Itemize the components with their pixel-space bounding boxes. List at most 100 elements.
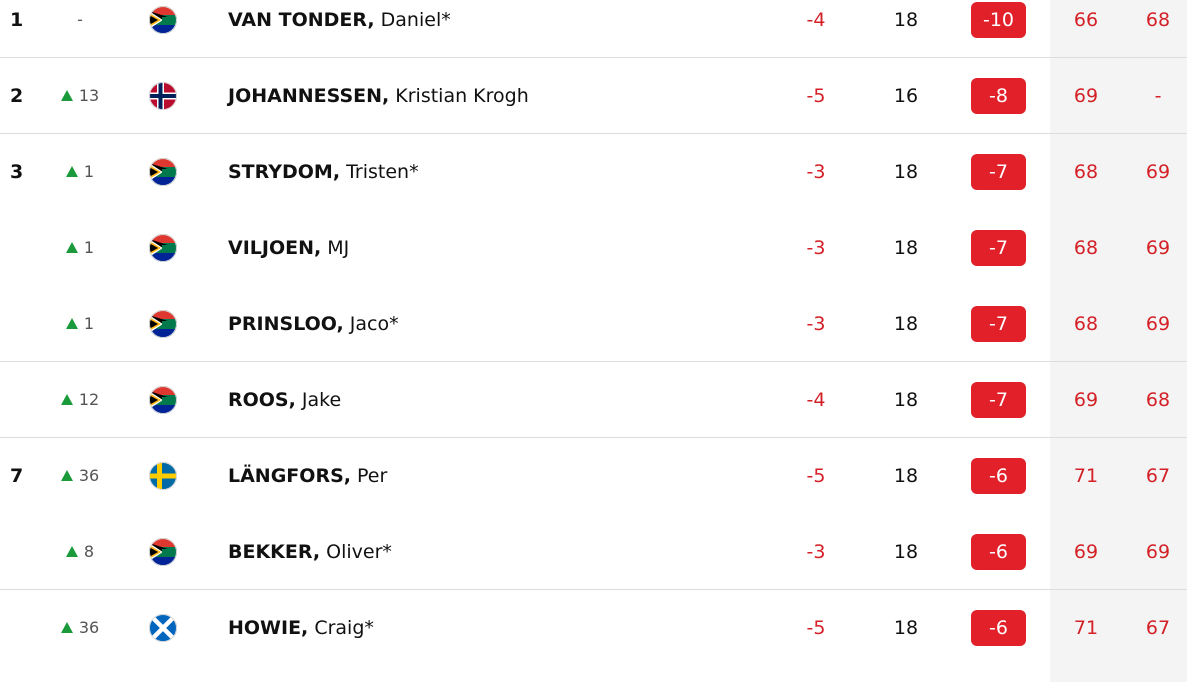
round-1: 68: [1073, 161, 1099, 183]
player-row: 12 ROOS, Jake -4 18 -7 69 68: [0, 362, 1187, 438]
position: 1: [10, 9, 24, 31]
today-score: -4: [806, 389, 826, 411]
last-name[interactable]: JOHANNESSEN,: [228, 85, 390, 107]
movement: 8: [40, 514, 120, 590]
round-1: 68: [1073, 237, 1099, 259]
holes-thru: 18: [893, 237, 919, 259]
total-score: -7: [971, 382, 1026, 418]
flag: [149, 234, 177, 262]
last-name[interactable]: LÄNGFORS,: [228, 465, 351, 487]
flag-icon: [149, 386, 177, 414]
today-score: -3: [806, 237, 826, 259]
flag-icon: [149, 82, 177, 110]
first-name[interactable]: Daniel*: [380, 9, 451, 31]
flag-icon: [149, 158, 177, 186]
total-score: -7: [971, 230, 1026, 266]
today-score: -3: [806, 161, 826, 183]
flag-icon: [149, 234, 177, 262]
player-name[interactable]: LÄNGFORS, Per: [228, 438, 387, 514]
position: 2: [10, 85, 24, 107]
last-name[interactable]: BEKKER,: [228, 541, 321, 563]
up-arrow: [60, 470, 73, 481]
first-name[interactable]: Craig*: [314, 617, 374, 639]
round-2: 68: [1145, 9, 1171, 31]
first-name[interactable]: Per: [357, 465, 388, 487]
last-name[interactable]: ROOS,: [228, 389, 296, 411]
first-name[interactable]: Jaco*: [349, 313, 399, 335]
movement: 13: [40, 58, 120, 134]
round-1: 66: [1073, 9, 1099, 31]
total-score: -10: [971, 2, 1026, 38]
flag-icon: [149, 462, 177, 490]
round-2: 69: [1145, 313, 1171, 335]
movement-value: 36: [78, 466, 100, 485]
position: 3: [10, 161, 24, 183]
movement-value: 1: [83, 238, 95, 257]
player-row: 1 PRINSLOO, Jaco* -3 18 -7 68 69: [0, 286, 1187, 362]
player-row: 8 BEKKER, Oliver* -3 18 -6 69 69: [0, 514, 1187, 590]
player-name[interactable]: PRINSLOO, Jaco*: [228, 286, 399, 362]
flag: [149, 82, 177, 110]
player-name[interactable]: VILJOEN, MJ: [228, 210, 349, 286]
holes-thru: 18: [893, 465, 919, 487]
round-2: 69: [1145, 161, 1171, 183]
first-name[interactable]: Tristen*: [346, 161, 419, 183]
flag-icon: [149, 614, 177, 642]
last-name[interactable]: VILJOEN,: [228, 237, 322, 259]
total-score: -6: [971, 534, 1026, 570]
first-name[interactable]: Jake: [301, 389, 342, 411]
up-arrow: [60, 90, 73, 101]
flag-icon: [149, 6, 177, 34]
holes-thru: 16: [893, 85, 919, 107]
last-name[interactable]: STRYDOM,: [228, 161, 341, 183]
player-name[interactable]: HOWIE, Craig*: [228, 590, 374, 666]
player-name[interactable]: BEKKER, Oliver*: [228, 514, 392, 590]
last-name[interactable]: VAN TONDER,: [228, 9, 375, 31]
movement: -: [40, 0, 120, 58]
flag: [149, 6, 177, 34]
today-score: -5: [806, 617, 826, 639]
player-name[interactable]: JOHANNESSEN, Kristian Krogh: [228, 58, 529, 134]
first-name[interactable]: MJ: [327, 237, 350, 259]
player-row: 2 13 JOHANNESSEN, Kristian Krogh -5 16 -8 69 -: [0, 58, 1187, 134]
total-score: -7: [971, 306, 1026, 342]
today-score: -4: [806, 9, 826, 31]
player-name[interactable]: STRYDOM, Tristen*: [228, 134, 419, 210]
player-row: 3 1 STRYDOM, Tristen* -3 18 -7 68 69: [0, 134, 1187, 210]
total-score: -8: [971, 78, 1026, 114]
movement: 1: [40, 210, 120, 286]
total-score: -6: [971, 458, 1026, 494]
round-1: 69: [1073, 541, 1099, 563]
player-name[interactable]: ROOS, Jake: [228, 362, 341, 438]
round-2: 69: [1145, 237, 1171, 259]
movement-value: 12: [78, 390, 100, 409]
last-name[interactable]: PRINSLOO,: [228, 313, 344, 335]
movement: 1: [40, 134, 120, 210]
player-row: 7 36 LÄNGFORS, Per -5 18 -6 71 67: [0, 438, 1187, 514]
movement-value: 13: [78, 86, 100, 105]
today-score: -3: [806, 313, 826, 335]
round-2: 67: [1145, 617, 1171, 639]
holes-thru: 18: [893, 541, 919, 563]
player-name[interactable]: VAN TONDER, Daniel*: [228, 0, 451, 58]
movement: 36: [40, 438, 120, 514]
first-name[interactable]: Oliver*: [326, 541, 392, 563]
round-1: 68: [1073, 313, 1099, 335]
today-score: -5: [806, 85, 826, 107]
rounds-column-bg: [1050, 0, 1187, 682]
first-name[interactable]: Kristian Krogh: [395, 85, 529, 107]
player-row: 1 VILJOEN, MJ -3 18 -7 68 69: [0, 210, 1187, 286]
up-arrow: [65, 166, 78, 177]
movement-value: 1: [83, 314, 95, 333]
total-score: -7: [971, 154, 1026, 190]
flag: [149, 310, 177, 338]
last-name[interactable]: HOWIE,: [228, 617, 309, 639]
round-2: 68: [1145, 389, 1171, 411]
movement-value: 8: [83, 542, 95, 561]
round-1: 69: [1073, 85, 1099, 107]
movement-value: 36: [78, 618, 100, 637]
player-row: 1 - VAN TONDER, Daniel* -4 18 -10 66 68: [0, 0, 1187, 58]
holes-thru: 18: [893, 313, 919, 335]
round-1: 71: [1073, 465, 1099, 487]
